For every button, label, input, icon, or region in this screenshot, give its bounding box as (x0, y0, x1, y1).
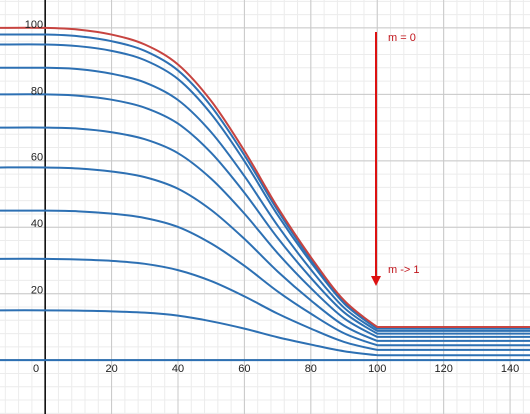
x-tick-label: 140 (501, 363, 519, 375)
y-tick-label: 20 (31, 285, 43, 297)
x-tick-label: 120 (434, 363, 452, 375)
y-tick-label: 80 (31, 85, 43, 97)
y-tick-label: 100 (25, 19, 43, 31)
curve (0, 257, 530, 351)
curve (0, 309, 530, 357)
x-tick-label: 20 (105, 363, 117, 375)
x-tick-label: 60 (238, 363, 250, 375)
curve (0, 66, 530, 332)
x-tick-label: 0 (33, 363, 39, 375)
y-tick-label: 40 (31, 218, 43, 230)
x-tick-label: 100 (368, 363, 386, 375)
curve (0, 126, 530, 338)
curve (0, 33, 530, 329)
annotation: m -> 1 (388, 264, 419, 276)
annotation: m = 0 (388, 32, 416, 44)
curves (0, 26, 530, 362)
curve (0, 166, 530, 342)
arrow-head (371, 276, 381, 286)
x-tick-label: 80 (305, 363, 317, 375)
labels: 0 20 40 60 80 100 120 140 20 40 60 80 100 (25, 19, 519, 375)
x-tick-label: 40 (172, 363, 184, 375)
curve (0, 93, 530, 335)
curve (0, 209, 530, 347)
curve (0, 26, 530, 328)
y-tick-label: 60 (31, 152, 43, 164)
